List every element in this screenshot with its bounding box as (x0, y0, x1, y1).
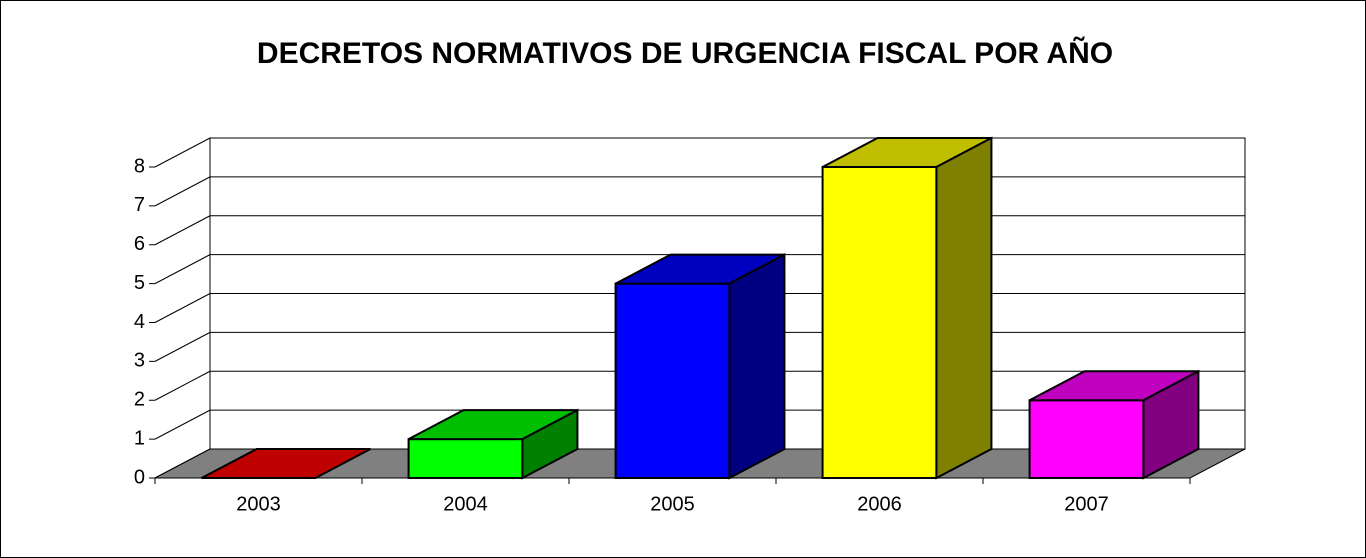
y-tick-diagonal (154, 409, 211, 440)
x-tick-label: 2004 (443, 493, 488, 515)
y-tick-label: 2 (134, 389, 145, 411)
y-tick-diagonal (154, 331, 211, 362)
bar-side (728, 252, 786, 480)
chart-title: DECRETOS NORMATIVOS DE URGENCIA FISCAL P… (257, 36, 1113, 70)
y-tick-label: 6 (134, 233, 145, 255)
bar-front (821, 166, 938, 479)
y-tick-label: 4 (134, 311, 145, 333)
y-tick-diagonal (154, 293, 211, 323)
bar-side (521, 408, 579, 480)
bar-front (1028, 399, 1145, 479)
y-tick-diagonal (154, 370, 211, 401)
bar-side (935, 136, 993, 480)
y-tick-label: 0 (134, 466, 145, 488)
x-tick-label: 2007 (1064, 493, 1109, 515)
y-tick-label: 7 (134, 194, 145, 216)
bar-top (201, 448, 371, 479)
y-tick-diagonal (154, 137, 211, 168)
bar-front (407, 438, 524, 479)
y-tick-diagonal (154, 215, 211, 246)
y-tick-diagonal (154, 176, 211, 207)
x-tick-label: 2005 (650, 493, 695, 515)
y-tick-label: 1 (134, 427, 145, 449)
bar-front (614, 282, 731, 479)
bar-side (1142, 369, 1200, 480)
y-tick-diagonal (154, 254, 211, 285)
y-tick-label: 3 (134, 350, 145, 372)
y-tick-label: 5 (134, 272, 145, 294)
y-tick-label: 8 (134, 155, 145, 177)
x-tick-label: 2006 (857, 493, 902, 515)
x-tick-label: 2003 (236, 493, 281, 515)
